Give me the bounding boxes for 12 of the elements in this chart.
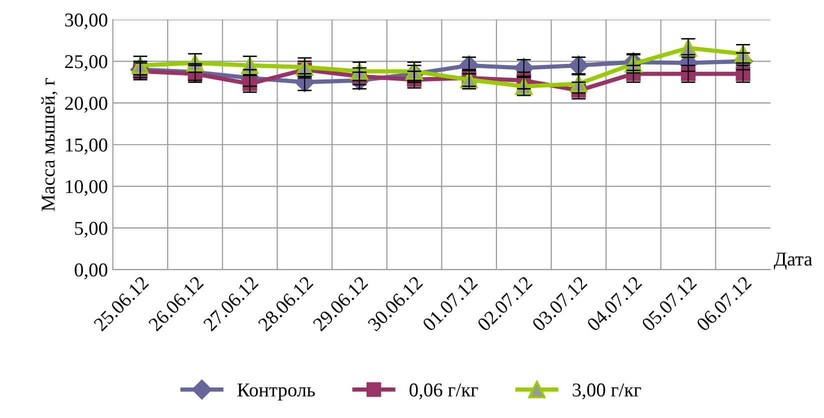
y-tick-label: 25,00	[65, 55, 108, 72]
y-tick-label: 0,00	[74, 263, 108, 280]
y-tick-label: 30,00	[65, 13, 108, 30]
legend-label: 0,06 г/кг	[410, 383, 478, 400]
y-tick-label: 5,00	[75, 222, 108, 238]
legend-label: Контроль	[237, 384, 315, 400]
y-tick-label: 10,00	[66, 180, 108, 196]
y-tick-label: 15,00	[66, 138, 108, 154]
x-axis-title: Дата	[774, 252, 812, 270]
legend-label: 3,00 г/кг	[572, 383, 642, 400]
y-axis-title: Масса мышей, г	[41, 78, 58, 212]
y-tick-label: 20,00	[65, 96, 108, 113]
